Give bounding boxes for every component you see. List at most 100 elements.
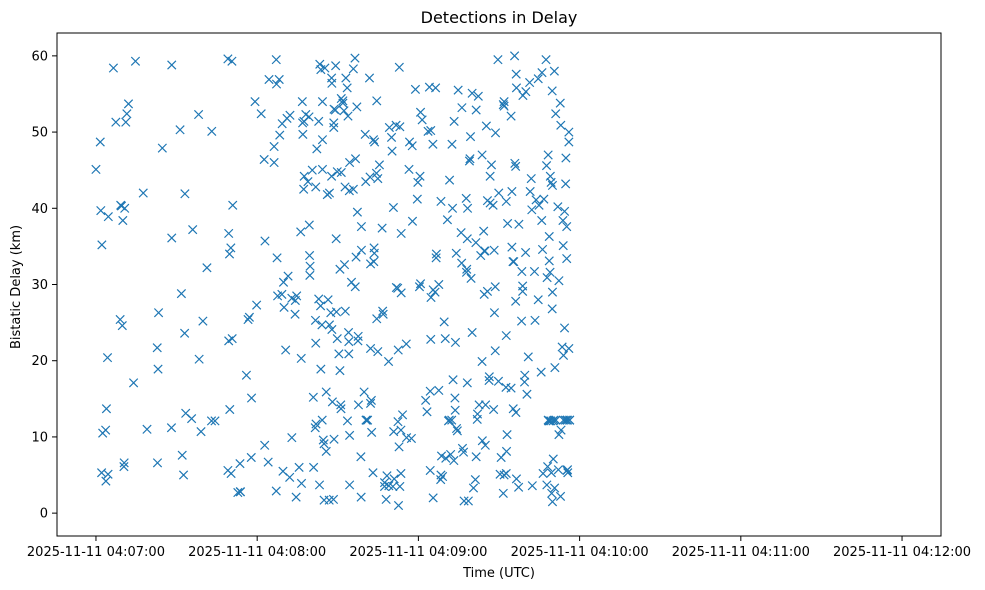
data-point (351, 252, 361, 262)
data-point (383, 356, 394, 367)
data-point (430, 287, 440, 297)
data-point (180, 328, 190, 338)
data-point (246, 393, 257, 403)
data-point (271, 55, 281, 65)
data-point (277, 289, 287, 300)
data-point (546, 177, 556, 188)
data-point (336, 400, 346, 410)
data-point (421, 395, 431, 405)
data-point (393, 500, 404, 511)
data-point (473, 91, 483, 101)
data-point (312, 144, 322, 154)
x-axis: 2025-11-11 04:07:00 2025-11-11 04:08:00 20… (27, 536, 971, 560)
data-point (235, 487, 246, 497)
data-point (549, 415, 559, 425)
y-tick-label: 30 (31, 278, 48, 293)
data-point (556, 425, 566, 435)
data-point (269, 157, 279, 168)
data-point (447, 203, 458, 213)
data-point (103, 469, 113, 479)
data-point (551, 415, 561, 425)
data-point (342, 83, 352, 93)
data-point (393, 417, 403, 427)
data-point (555, 491, 566, 501)
data-point (562, 221, 572, 232)
data-point (482, 286, 493, 296)
data-point (157, 143, 167, 153)
data-point (471, 237, 481, 248)
data-point (316, 364, 326, 374)
data-point (563, 468, 573, 478)
data-point (525, 186, 535, 197)
data-point (119, 462, 129, 472)
data-point (331, 61, 341, 71)
data-point (553, 202, 563, 212)
data-point (428, 493, 438, 503)
data-point (489, 404, 499, 415)
data-point (308, 462, 319, 473)
data-point (529, 266, 540, 277)
data-point (97, 240, 107, 250)
data-point (513, 482, 524, 492)
data-point (471, 452, 481, 462)
data-point (123, 99, 134, 109)
data-point (490, 128, 501, 138)
data-point (153, 364, 163, 374)
data-point (319, 439, 329, 449)
data-point (510, 158, 520, 168)
data-point (426, 334, 436, 344)
data-point (152, 458, 163, 468)
data-point (356, 452, 366, 462)
data-point (506, 383, 516, 393)
data-point (235, 458, 245, 469)
data-point (365, 172, 375, 182)
data-point (537, 68, 547, 78)
data-point (296, 478, 307, 489)
data-point (395, 481, 405, 492)
data-point (559, 323, 570, 333)
data-point (348, 184, 358, 194)
data-point (531, 195, 541, 205)
data-point (344, 430, 355, 441)
data-point (559, 206, 570, 216)
data-point (324, 188, 335, 198)
data-point (329, 118, 339, 128)
data-point (458, 447, 469, 457)
data-point (462, 378, 472, 388)
data-point (457, 103, 467, 113)
data-point (287, 433, 297, 443)
data-point (341, 73, 351, 83)
data-point (323, 295, 333, 305)
data-point (210, 416, 220, 426)
data-point (279, 302, 289, 312)
data-point (462, 234, 472, 244)
data-point (367, 427, 377, 437)
data-point (329, 434, 339, 444)
data-point (342, 416, 353, 426)
data-point (167, 233, 177, 243)
data-point (269, 141, 279, 152)
data-point (350, 282, 360, 292)
data-point (226, 243, 236, 253)
data-point (186, 414, 197, 424)
data-point (285, 110, 295, 120)
data-point (508, 404, 518, 414)
data-point (101, 476, 111, 486)
data-point (550, 362, 560, 373)
data-point (176, 289, 187, 299)
data-point (518, 281, 528, 291)
data-point (538, 468, 548, 479)
data-point (152, 343, 162, 353)
data-point (314, 294, 324, 304)
data-point (378, 306, 388, 316)
data-point (493, 376, 504, 386)
data-point (547, 497, 558, 507)
data-point (388, 202, 399, 213)
x-tick-label: 2025-11-11 04:08:00 (188, 545, 326, 560)
data-point (447, 139, 457, 149)
data-point (464, 156, 475, 166)
data-point (553, 465, 564, 475)
data-point (101, 404, 112, 414)
data-point (343, 327, 354, 338)
data-point (543, 150, 553, 160)
